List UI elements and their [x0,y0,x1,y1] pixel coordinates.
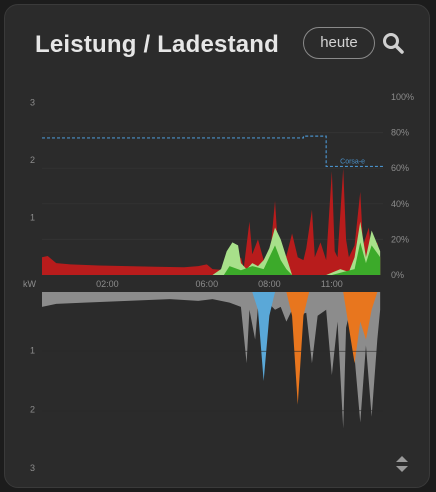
soc-y-tick-label: 60% [391,163,409,173]
soc-series-label: Corsa-e [340,158,365,165]
x-tick-label: 11:00 [321,279,343,289]
car-charging-orange-area [286,292,378,405]
top-y-tick-label: 3 [30,97,35,107]
search-icon[interactable] [381,31,405,55]
soc-y-tick-label: 0% [391,270,404,280]
soc-y-tick-label: 80% [391,128,409,138]
bottom-y-tick-label: 3 [30,463,35,473]
date-select-button[interactable]: heute [303,27,375,59]
bottom-y-tick-label: 2 [30,404,35,414]
card-title: Leistung / Ladestand [35,31,280,58]
y-unit-label: kW [23,279,37,289]
soc-y-tick-label: 20% [391,234,409,244]
soc-y-tick-label: 40% [391,199,409,209]
energy-card: Leistung / Ladestand heute Corsa-e 3 2 1 10… [4,4,430,488]
x-tick-label: 02:00 [96,279,119,289]
pv-used-area [223,242,381,275]
car-charging-blue-area [252,292,276,381]
power-soc-chart: Corsa-e 3 2 1 100% 80% 60% 40% 20% 0% kW 02:00 06:0… [23,92,414,473]
x-tick-label: 06:00 [196,279,219,289]
top-y-tick-label: 1 [30,212,35,222]
top-y-tick-label: 2 [30,155,35,165]
x-tick-label: 08:00 [258,279,281,289]
grid-import-area [42,168,381,275]
consumption-area [42,292,381,429]
sort-updown-icon[interactable] [395,455,409,473]
soc-y-tick-label: 100% [391,92,414,102]
bottom-y-tick-label: 1 [30,346,35,356]
soc-line [42,135,383,168]
